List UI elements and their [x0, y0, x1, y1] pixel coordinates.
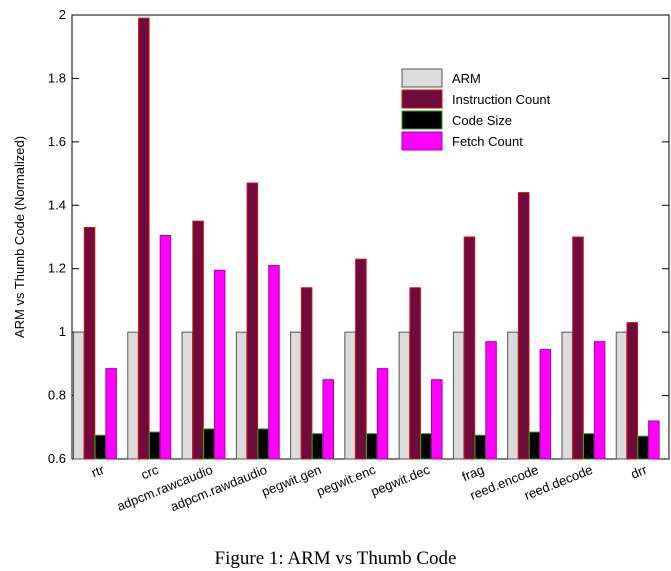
bar	[94, 434, 107, 460]
bar	[648, 420, 660, 460]
bar	[192, 220, 204, 460]
bar	[365, 433, 378, 460]
bar	[463, 236, 476, 460]
bar	[626, 322, 639, 460]
bar	[344, 331, 356, 460]
y-tick-label: 2	[59, 7, 66, 22]
bar	[159, 234, 172, 460]
legend-swatch	[401, 131, 443, 151]
bar	[561, 331, 573, 460]
bar	[268, 265, 280, 460]
legend-label: Instruction Count	[452, 92, 551, 107]
legend: ARM Instruction Count Code Size Fetch Count	[401, 68, 551, 151]
bar	[376, 368, 389, 460]
bar	[257, 428, 269, 460]
x-tick-label: frag	[460, 462, 486, 484]
bar	[322, 379, 334, 460]
bar	[615, 331, 628, 460]
bar	[593, 341, 606, 460]
bar	[138, 17, 150, 460]
bar	[637, 435, 649, 460]
bar	[246, 182, 259, 460]
bar	[572, 236, 584, 460]
bar	[213, 269, 226, 460]
bar	[528, 431, 541, 460]
y-tick-label: 1.4	[48, 197, 66, 212]
y-tick-label: 0.8	[48, 388, 66, 403]
legend-label: ARM	[452, 71, 481, 86]
legend-swatch	[401, 110, 443, 130]
y-tick-label: 1.2	[48, 261, 66, 276]
y-axis-label: ARM vs Thumb Code (Normalized)	[12, 136, 27, 338]
bar	[485, 341, 497, 460]
bar	[420, 433, 432, 460]
legend-label: Fetch Count	[452, 134, 523, 149]
bar	[83, 226, 96, 460]
y-tick-label: 1.8	[48, 70, 66, 85]
bar	[290, 331, 302, 460]
bar	[203, 428, 215, 460]
bar	[148, 431, 161, 460]
legend-label: Code Size	[452, 113, 512, 128]
x-tick-label: crc	[139, 462, 161, 483]
bar	[300, 287, 313, 460]
bar	[127, 331, 139, 460]
bar	[539, 349, 552, 460]
bar	[583, 433, 595, 460]
y-tick-label: 1.6	[48, 134, 66, 149]
bar	[355, 258, 367, 460]
x-tick-label: pegwit.dec	[369, 462, 433, 499]
bar	[452, 331, 465, 460]
bar	[311, 433, 324, 460]
bar	[105, 368, 117, 460]
figure-caption: Figure 1: ARM vs Thumb Code	[214, 548, 457, 569]
x-tick-label: rtr	[89, 462, 107, 481]
bars	[73, 17, 660, 460]
bar	[507, 331, 519, 460]
y-axis: 0.6 0.8 1 1.2 1.4 1.6 1.8 2	[48, 7, 669, 466]
bar	[398, 331, 411, 460]
y-tick-label: 0.6	[48, 451, 66, 466]
x-tick-label: drr	[629, 462, 650, 482]
bar	[181, 331, 194, 460]
bar	[235, 331, 248, 460]
bar	[474, 434, 487, 460]
legend-swatch	[401, 68, 443, 88]
bar-chart: ARM vs Thumb Code (Normalized) 0.6 0.8 1 1.…	[12, 7, 670, 515]
bar	[517, 192, 530, 460]
x-tick-label: pegwit.gen	[259, 462, 323, 499]
x-axis: rtr crcadpcm.rawcaudioadpcm.rawdaudiopegw…	[89, 462, 649, 515]
bar	[73, 331, 85, 460]
x-tick-label: pegwit.enc	[314, 462, 378, 499]
bar	[431, 379, 443, 460]
legend-swatch	[401, 89, 443, 109]
y-tick-label: 1	[59, 324, 66, 339]
bar	[409, 287, 421, 460]
